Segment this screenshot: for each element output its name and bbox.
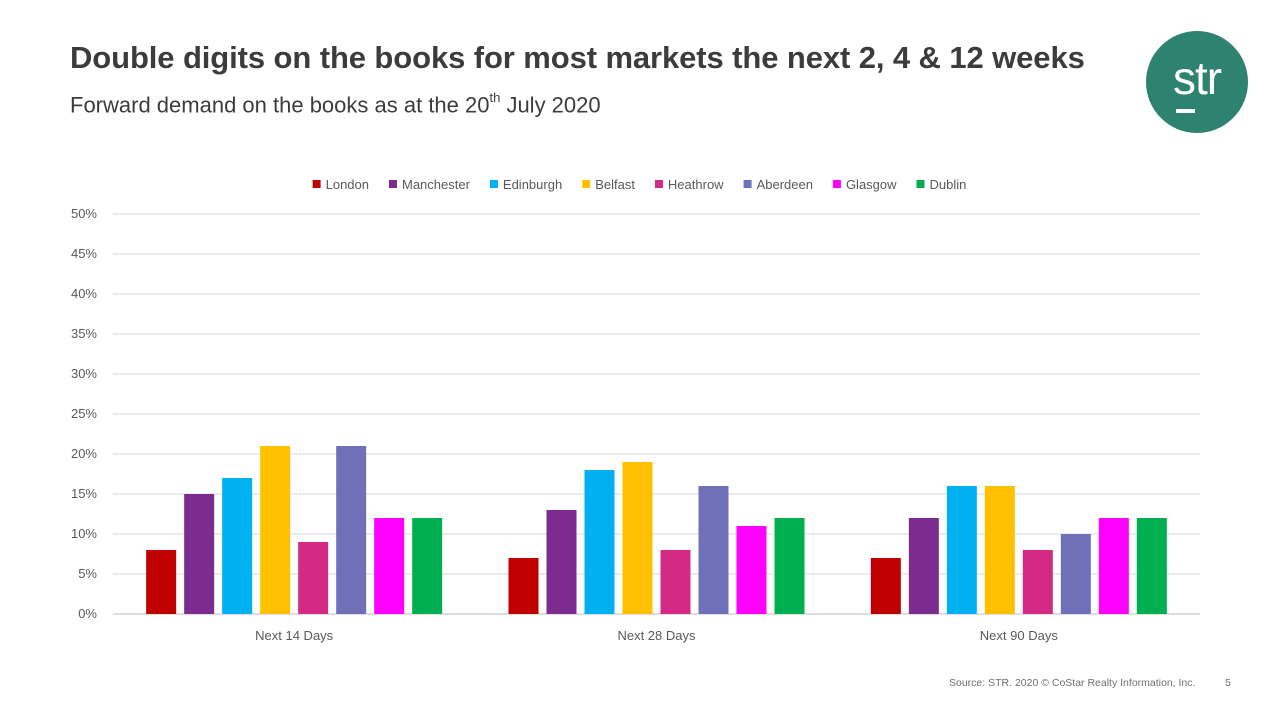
y-tick-label: 15% bbox=[71, 486, 97, 501]
legend-swatch-belfast bbox=[582, 180, 591, 188]
bar-belfast-3 bbox=[984, 486, 1015, 614]
legend-label-glasgow: Glasgow bbox=[846, 177, 897, 192]
y-tick-label: 10% bbox=[71, 526, 97, 541]
subtitle-text: Forward demand on the books as at the 20 bbox=[70, 92, 490, 118]
slide-title: Double digits on the books for most mark… bbox=[70, 40, 1085, 75]
subtitle-superscript: th bbox=[489, 90, 501, 105]
slide-subtitle: Forward demand on the books as at the 20… bbox=[70, 90, 601, 118]
legend-swatch-manchester bbox=[388, 180, 397, 188]
y-axis-tick-labels: 0% 5% 10% 15% 20% 25% 30% 35% 40% 45% 50% bbox=[71, 206, 97, 621]
bar-aberdeen-3 bbox=[1060, 534, 1091, 614]
legend-swatch-london bbox=[312, 180, 321, 188]
bar-london-3 bbox=[870, 558, 901, 614]
y-tick-label: 0% bbox=[78, 606, 97, 621]
y-tick-label: 25% bbox=[71, 406, 97, 421]
page-number: 5 bbox=[1225, 677, 1231, 689]
y-tick-label: 45% bbox=[71, 246, 97, 261]
y-tick-label: 50% bbox=[71, 206, 97, 221]
legend-label-manchester: Manchester bbox=[402, 177, 471, 192]
bar-manchester-2 bbox=[546, 510, 577, 614]
source-note: Source: STR. 2020 © CoStar Realty Inform… bbox=[949, 677, 1196, 689]
bar-aberdeen-2 bbox=[698, 486, 729, 614]
bar-dublin-3 bbox=[1136, 518, 1167, 614]
bar-heathrow-3 bbox=[1022, 550, 1053, 614]
legend-label-london: London bbox=[326, 177, 369, 192]
x-axis-category-labels: Next 14 Days Next 28 Days Next 90 Days bbox=[255, 628, 1058, 643]
bar-glasgow-2 bbox=[736, 526, 767, 614]
bar-glasgow-1 bbox=[374, 518, 405, 614]
bar-chart: 0% 5% 10% 15% 20% 25% 30% 35% 40% 45% 50% Next 14 … bbox=[71, 177, 1200, 643]
chart-gridlines bbox=[113, 213, 1200, 615]
bar-london-1 bbox=[146, 550, 177, 614]
bar-heathrow-1 bbox=[298, 542, 329, 614]
legend-swatch-edinburgh bbox=[489, 180, 498, 188]
chart-bars bbox=[146, 446, 1167, 614]
x-category-label: Next 14 Days bbox=[255, 628, 334, 643]
y-tick-label: 5% bbox=[78, 566, 97, 581]
legend-label-dublin: Dublin bbox=[930, 177, 967, 192]
x-category-label: Next 28 Days bbox=[617, 628, 696, 643]
bar-edinburgh-3 bbox=[946, 486, 977, 614]
bar-manchester-3 bbox=[908, 518, 939, 614]
bar-belfast-2 bbox=[622, 462, 653, 614]
legend-swatch-dublin bbox=[916, 180, 925, 188]
y-tick-label: 30% bbox=[71, 366, 97, 381]
y-tick-label: 40% bbox=[71, 286, 97, 301]
legend-label-aberdeen: Aberdeen bbox=[757, 177, 813, 192]
logo-underline bbox=[1176, 109, 1195, 113]
legend-label-heathrow: Heathrow bbox=[668, 177, 724, 192]
str-logo: str bbox=[1146, 31, 1248, 133]
bar-belfast-1 bbox=[260, 446, 291, 614]
legend-label-belfast: Belfast bbox=[595, 177, 635, 192]
legend-swatch-aberdeen bbox=[743, 180, 752, 188]
bar-edinburgh-1 bbox=[222, 478, 253, 614]
subtitle-date: July 2020 bbox=[500, 92, 601, 118]
bar-manchester-1 bbox=[184, 494, 215, 614]
legend-swatch-heathrow bbox=[654, 180, 663, 188]
chart-legend: London Manchester Edinburgh Belfast Heathrow… bbox=[312, 177, 967, 192]
legend-swatch-glasgow bbox=[832, 180, 841, 188]
logo-text: str bbox=[1172, 52, 1222, 104]
y-tick-label: 20% bbox=[71, 446, 97, 461]
bar-aberdeen-1 bbox=[336, 446, 367, 614]
x-category-label: Next 90 Days bbox=[980, 628, 1059, 643]
bar-heathrow-2 bbox=[660, 550, 691, 614]
bar-london-2 bbox=[508, 558, 539, 614]
bar-dublin-2 bbox=[774, 518, 805, 614]
legend-label-edinburgh: Edinburgh bbox=[503, 177, 562, 192]
bar-edinburgh-2 bbox=[584, 470, 615, 614]
bar-glasgow-3 bbox=[1098, 518, 1129, 614]
bar-dublin-1 bbox=[412, 518, 443, 614]
y-tick-label: 35% bbox=[71, 326, 97, 341]
